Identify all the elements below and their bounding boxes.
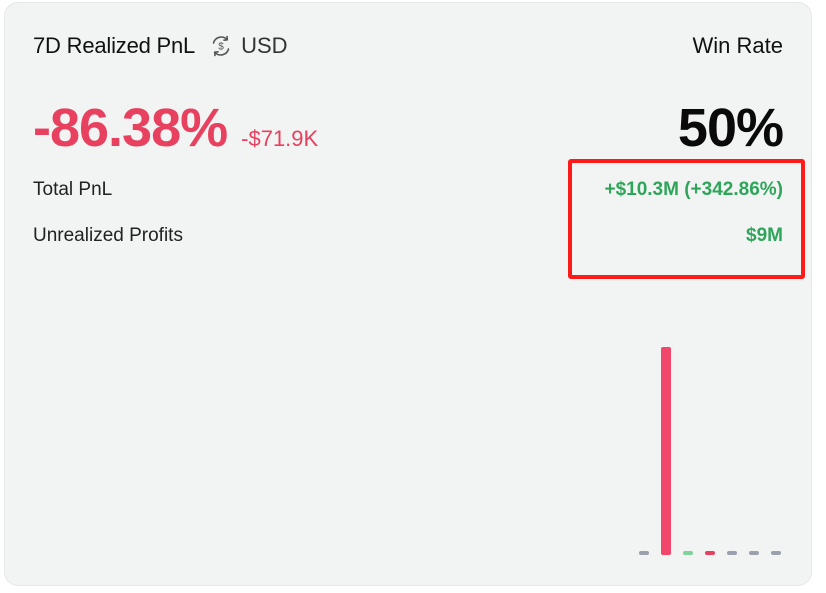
realized-pnl-summary: -86.38% -$71.9K [33, 97, 318, 159]
unrealized-profits-label: Unrealized Profits [33, 225, 183, 246]
realized-pnl-percent: -86.38% [33, 98, 228, 158]
chart-bar-2[interactable] [661, 347, 671, 555]
chart-bar-4[interactable] [705, 551, 715, 555]
dollar-swap-icon: $ [209, 34, 233, 58]
svg-text:$: $ [218, 42, 224, 53]
highlight-annotation-box [568, 159, 805, 279]
total-pnl-value: +$10.3M (+342.86%) [604, 179, 783, 200]
card-title: 7D Realized PnL [33, 33, 196, 58]
realized-pnl-amount: -$71.9K [241, 126, 319, 151]
win-rate-value: 50% [677, 98, 784, 158]
chart-bar-6[interactable] [749, 551, 759, 555]
chart-bar-7[interactable] [771, 551, 781, 555]
currency-toggle-button[interactable]: $ USD [209, 33, 288, 59]
realized-pnl-card: 7D Realized PnL $ USD Win Rate -86.38% -… [4, 2, 812, 586]
unrealized-profits-value: $9M [746, 225, 783, 246]
card-header: 7D Realized PnL $ USD [33, 31, 288, 61]
win-rate-label: Win Rate [692, 33, 783, 58]
total-pnl-label: Total PnL [33, 179, 113, 200]
daily-pnl-bar-chart [639, 347, 781, 555]
chart-bar-1[interactable] [639, 551, 649, 555]
chart-bar-5[interactable] [727, 551, 737, 555]
chart-bar-3[interactable] [683, 551, 693, 555]
currency-label: USD [241, 33, 288, 58]
